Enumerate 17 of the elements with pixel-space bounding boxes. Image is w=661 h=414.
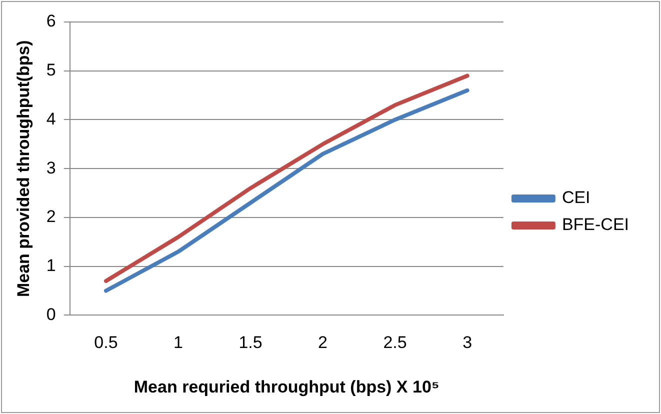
y-tick-label: 2: [46, 207, 56, 226]
y-tick-label: 1: [46, 256, 56, 276]
y-tick-label: 6: [46, 12, 56, 31]
x-tick-label: 3: [462, 333, 472, 352]
x-tick-label: 2.5: [383, 333, 407, 352]
x-tick-label: 1.5: [238, 333, 262, 352]
x-tick-label: 2: [318, 333, 328, 352]
y-tick-label: 4: [46, 109, 56, 128]
legend-label: BFE-CEI: [562, 215, 629, 234]
y-tick-label: 3: [46, 158, 56, 178]
y-tick-label: 5: [46, 60, 56, 80]
x-tick-label: 1: [174, 333, 183, 352]
x-axis-title: Mean requried throughput (bps) X 10⁵: [134, 377, 440, 396]
y-axis-title: Mean provided throughput(bps): [14, 40, 33, 298]
legend-label: CEI: [562, 188, 590, 208]
y-tick-label: 0: [46, 304, 56, 324]
x-tick-label: 0.5: [94, 333, 118, 352]
